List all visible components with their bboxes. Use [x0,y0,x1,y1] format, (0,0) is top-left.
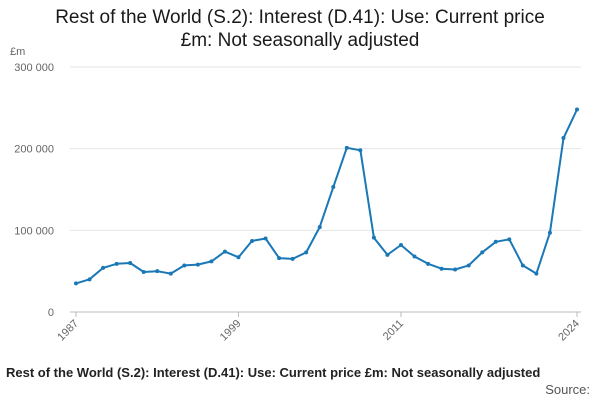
x-tick-label: 2024 [556,318,582,344]
data-point [304,250,309,255]
data-point [575,107,579,112]
data-point [480,250,485,255]
data-point [493,239,498,244]
data-point [385,252,390,257]
data-point [263,236,268,241]
data-point [128,261,133,265]
data-point [222,249,227,254]
data-point [412,254,417,259]
data-point [141,269,146,274]
series-line [75,109,578,285]
data-point [398,243,403,248]
data-point [439,266,444,271]
footer-chart-title: Rest of the World (S.2): Interest (D.41)… [6,365,541,380]
data-point [331,185,336,190]
data-point [250,238,255,243]
data-point [466,263,471,268]
source-label: Source: [545,382,590,397]
data-point [317,225,322,230]
x-tick-label: 1999 [218,318,244,344]
data-point [277,256,282,261]
data-points [74,107,579,286]
y-tick-label: 200 000 [14,144,54,156]
data-point [561,136,566,141]
data-point [358,148,363,153]
data-point [507,237,512,242]
data-point [101,265,106,270]
chart-title-line-1: Rest of the World (S.2): Interest (D.41)… [55,7,545,28]
y-tick-label: 100 000 [14,225,54,237]
data-point [182,263,187,268]
gridlines [70,66,581,231]
data-point [168,271,173,276]
data-point [114,261,119,266]
data-point [534,271,539,276]
x-axis-ticks: 1987 1999 2011 2024 [55,312,582,343]
data-point [209,259,214,264]
data-point [453,267,458,272]
data-point [344,145,349,150]
data-point [195,262,200,267]
y-axis-tick-labels: 0 100 000 200 000 300 000 [14,62,54,319]
y-tick-label: 0 [48,307,54,319]
y-tick-label: 300 000 [14,62,54,74]
data-point [520,263,525,268]
x-tick-label: 1987 [55,318,81,344]
y-axis-unit-label: £m [10,46,25,58]
chart-title: Rest of the World (S.2): Interest (D.41)… [0,6,600,52]
data-point [236,255,241,260]
data-point [547,230,552,235]
data-point [155,269,160,274]
chart-title-line-2: £m: Not seasonally adjusted [180,30,420,51]
data-point [426,261,431,266]
x-tick-label: 2011 [381,318,406,343]
data-point [371,235,376,240]
data-point [74,281,78,286]
data-point [290,256,295,261]
data-point [87,277,92,282]
